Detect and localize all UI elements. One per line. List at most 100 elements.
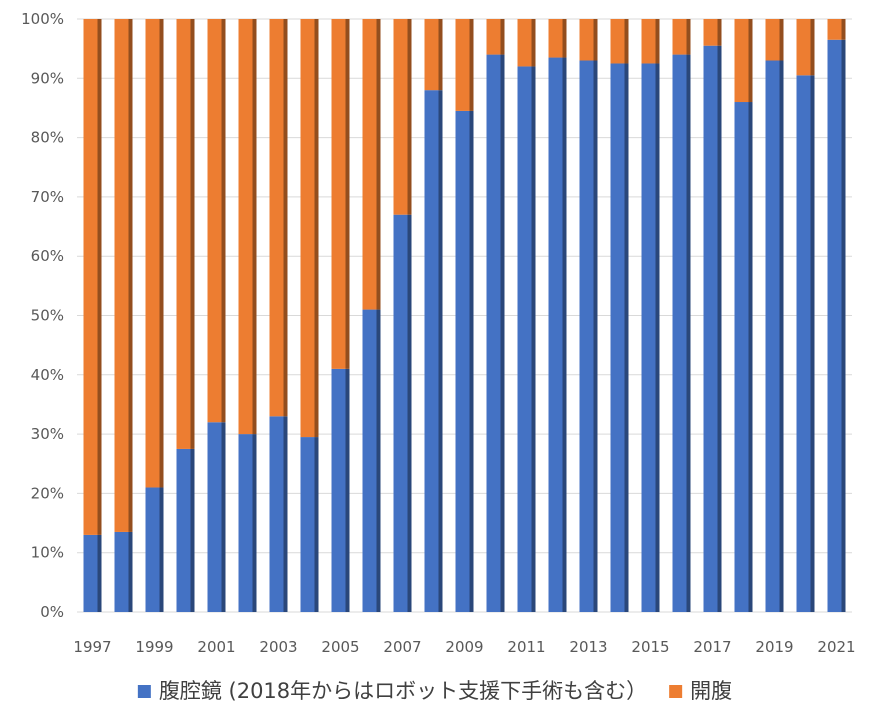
bar-side-open — [407, 19, 412, 215]
x-tick-label: 1999 — [135, 638, 173, 656]
legend-label-open: 開腹 — [690, 679, 732, 703]
bar-side-open — [221, 19, 226, 423]
x-tick-label: 2009 — [445, 638, 483, 656]
bar-open — [610, 19, 625, 64]
bar-side-laparoscopic — [562, 57, 567, 613]
legend-swatch-open — [669, 685, 683, 698]
bar-side-laparoscopic — [314, 437, 319, 612]
bar-open — [641, 19, 656, 64]
bar-open — [269, 19, 284, 417]
bar-side-laparoscopic — [283, 416, 288, 612]
x-tick-label: 2011 — [507, 638, 545, 656]
bar-open — [703, 19, 718, 46]
bar-side-laparoscopic — [159, 487, 164, 612]
bar-laparoscopic — [362, 309, 377, 612]
bar-side-laparoscopic — [97, 534, 102, 612]
bar-side-open — [438, 19, 443, 91]
bar-side-laparoscopic — [469, 110, 474, 612]
bar-side-laparoscopic — [655, 63, 660, 613]
bar-side-open — [376, 19, 381, 310]
bar-laparoscopic — [176, 448, 191, 612]
x-tick-label: 2017 — [693, 638, 731, 656]
bar-laparoscopic — [579, 60, 594, 612]
y-tick-label: 90% — [31, 69, 64, 87]
bar-side-laparoscopic — [190, 448, 195, 612]
y-tick-label: 60% — [31, 247, 64, 265]
bar-laparoscopic — [145, 487, 160, 612]
bar-open — [486, 19, 501, 55]
bar-side-open — [314, 19, 319, 438]
x-tick-label: 2013 — [569, 638, 607, 656]
bar-side-laparoscopic — [438, 90, 443, 612]
bar-open — [238, 19, 253, 435]
legend-swatch-laparoscopic — [137, 685, 151, 698]
bar-laparoscopic — [517, 66, 532, 612]
bar-open — [579, 19, 594, 61]
bar-open — [176, 19, 191, 449]
bar-laparoscopic — [641, 63, 656, 613]
bar-side-laparoscopic — [531, 66, 536, 612]
bar-side-laparoscopic — [252, 434, 257, 612]
x-tick-label: 2005 — [321, 638, 359, 656]
bar-side-open — [531, 19, 536, 67]
y-tick-label: 40% — [31, 366, 64, 384]
bar-laparoscopic — [331, 368, 346, 612]
x-tick-label: 2007 — [383, 638, 421, 656]
x-tick-label: 2015 — [631, 638, 669, 656]
bar-side-open — [624, 19, 629, 64]
bar-side-laparoscopic — [593, 60, 598, 612]
bar-laparoscopic — [238, 434, 253, 612]
bar-laparoscopic — [796, 75, 811, 612]
y-axis: 0% 10% 20% 30% 40% 50% 60% 70% 80% 90% 100% — [21, 10, 64, 621]
x-tick-label: 2021 — [817, 638, 855, 656]
bar-side-open — [593, 19, 598, 61]
bar-open — [517, 19, 532, 67]
bar-open — [362, 19, 377, 310]
bar-side-laparoscopic — [407, 214, 412, 612]
bar-open — [83, 19, 98, 535]
bar-laparoscopic — [300, 437, 315, 612]
bar-open — [424, 19, 439, 91]
bar-side-laparoscopic — [624, 63, 629, 613]
bar-side-open — [810, 19, 815, 76]
y-tick-label: 30% — [31, 425, 64, 443]
bar-side-open — [841, 19, 846, 40]
bar-laparoscopic — [114, 531, 129, 612]
bar-side-open — [469, 19, 474, 111]
x-tick-label: 2001 — [197, 638, 235, 656]
bar-open — [331, 19, 346, 369]
bar-open — [300, 19, 315, 438]
bar-side-open — [252, 19, 257, 435]
bar-open — [145, 19, 160, 488]
bar-laparoscopic — [207, 422, 222, 612]
bar-side-laparoscopic — [345, 368, 350, 612]
bar-side-open — [500, 19, 505, 55]
bar-side-open — [283, 19, 288, 417]
bar-laparoscopic — [610, 63, 625, 613]
x-axis: 1997 1999 2001 2003 2005 2007 2009 2011 2013 2015… — [73, 638, 855, 656]
bar-side-laparoscopic — [376, 309, 381, 612]
bar-side-laparoscopic — [221, 422, 226, 612]
bar-side-laparoscopic — [810, 75, 815, 612]
bar-side-open — [779, 19, 784, 61]
bar-side-open — [562, 19, 567, 58]
legend: 腹腔鏡 (2018年からはロボット支援下手術も含む） 開腹 — [137, 679, 732, 703]
y-tick-label: 80% — [31, 129, 64, 147]
bar-side-open — [97, 19, 102, 535]
bar-open — [796, 19, 811, 76]
bar-side-open — [128, 19, 133, 532]
bar-open — [455, 19, 470, 111]
x-tick-label: 1997 — [73, 638, 111, 656]
bar-laparoscopic — [703, 45, 718, 613]
bar-side-laparoscopic — [686, 54, 691, 612]
bar-open — [827, 19, 842, 40]
bar-side-laparoscopic — [841, 39, 846, 612]
bar-open — [548, 19, 563, 58]
y-tick-label: 20% — [31, 484, 64, 502]
x-tick-label: 2019 — [755, 638, 793, 656]
bar-laparoscopic — [734, 102, 749, 613]
bar-laparoscopic — [765, 60, 780, 612]
bar-side-laparoscopic — [748, 102, 753, 613]
